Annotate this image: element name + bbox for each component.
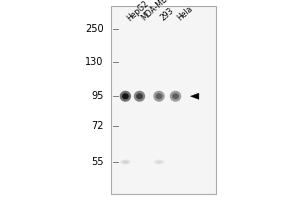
Ellipse shape xyxy=(134,91,145,102)
Ellipse shape xyxy=(136,93,143,99)
Ellipse shape xyxy=(122,93,129,99)
Ellipse shape xyxy=(120,91,131,102)
Text: HepG2: HepG2 xyxy=(125,0,151,23)
Text: MDA-MB231: MDA-MB231 xyxy=(140,0,180,23)
Text: 95: 95 xyxy=(91,91,104,101)
Bar xyxy=(111,6,216,194)
Ellipse shape xyxy=(122,161,128,163)
Ellipse shape xyxy=(170,91,181,102)
Ellipse shape xyxy=(156,93,162,99)
Text: 250: 250 xyxy=(85,24,104,34)
Ellipse shape xyxy=(156,161,162,163)
Text: 72: 72 xyxy=(91,121,103,131)
Text: 55: 55 xyxy=(91,157,103,167)
Text: 293: 293 xyxy=(159,7,176,23)
Ellipse shape xyxy=(120,160,130,165)
Ellipse shape xyxy=(153,91,165,102)
Text: Hela: Hela xyxy=(176,5,194,23)
Text: 130: 130 xyxy=(85,57,103,67)
Ellipse shape xyxy=(154,160,164,165)
Polygon shape xyxy=(190,93,199,99)
Ellipse shape xyxy=(172,93,179,99)
